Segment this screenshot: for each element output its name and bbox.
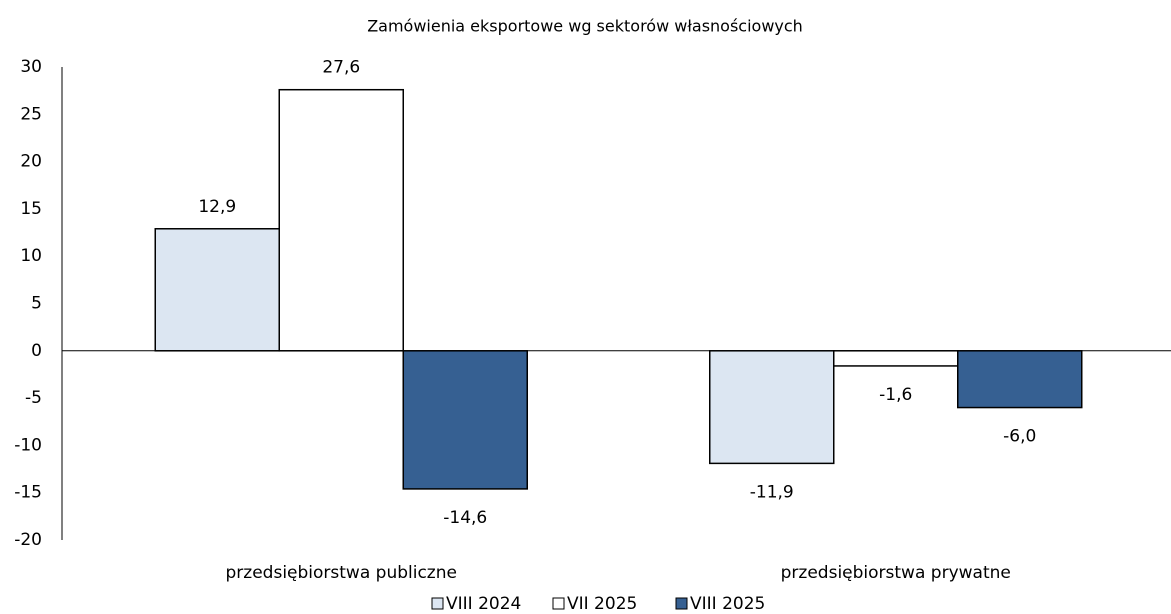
legend-swatch bbox=[675, 597, 688, 610]
legend-swatch bbox=[431, 597, 444, 610]
y-tick-label: 10 bbox=[20, 246, 42, 266]
y-tick-label: -20 bbox=[14, 530, 42, 550]
x-tick-label: przedsiębiorstwa publiczne bbox=[226, 563, 457, 583]
legend-swatch bbox=[552, 597, 565, 610]
value-label: 27,6 bbox=[322, 58, 360, 78]
bar bbox=[402, 350, 528, 490]
y-tick-label: 0 bbox=[31, 341, 42, 361]
bar bbox=[154, 228, 280, 352]
x-tick-label: przedsiębiorstwa prywatne bbox=[781, 563, 1011, 583]
chart-title: Zamówienia eksportowe wg sektorów własno… bbox=[367, 17, 803, 36]
bar bbox=[957, 350, 1083, 409]
legend-label: VII 2025 bbox=[567, 594, 637, 614]
value-label: -6,0 bbox=[1003, 427, 1036, 447]
value-label: -14,6 bbox=[443, 508, 487, 528]
y-tick-label: -5 bbox=[25, 388, 42, 408]
y-tick-label: 30 bbox=[20, 57, 42, 77]
bar bbox=[833, 350, 959, 367]
bar bbox=[709, 350, 835, 465]
value-label: -11,9 bbox=[750, 482, 794, 502]
y-tick-label: 20 bbox=[20, 152, 42, 172]
legend-label: VIII 2024 bbox=[446, 594, 521, 614]
value-label: 12,9 bbox=[198, 197, 236, 217]
y-tick-label: 5 bbox=[31, 294, 42, 314]
bar bbox=[278, 88, 404, 352]
value-label: -1,6 bbox=[879, 385, 912, 405]
y-tick-label: 25 bbox=[20, 104, 42, 124]
legend-label: VIII 2025 bbox=[690, 594, 765, 614]
y-tick-label: 15 bbox=[20, 199, 42, 219]
y-tick-label: -15 bbox=[14, 483, 42, 503]
y-tick-label: -10 bbox=[14, 435, 42, 455]
